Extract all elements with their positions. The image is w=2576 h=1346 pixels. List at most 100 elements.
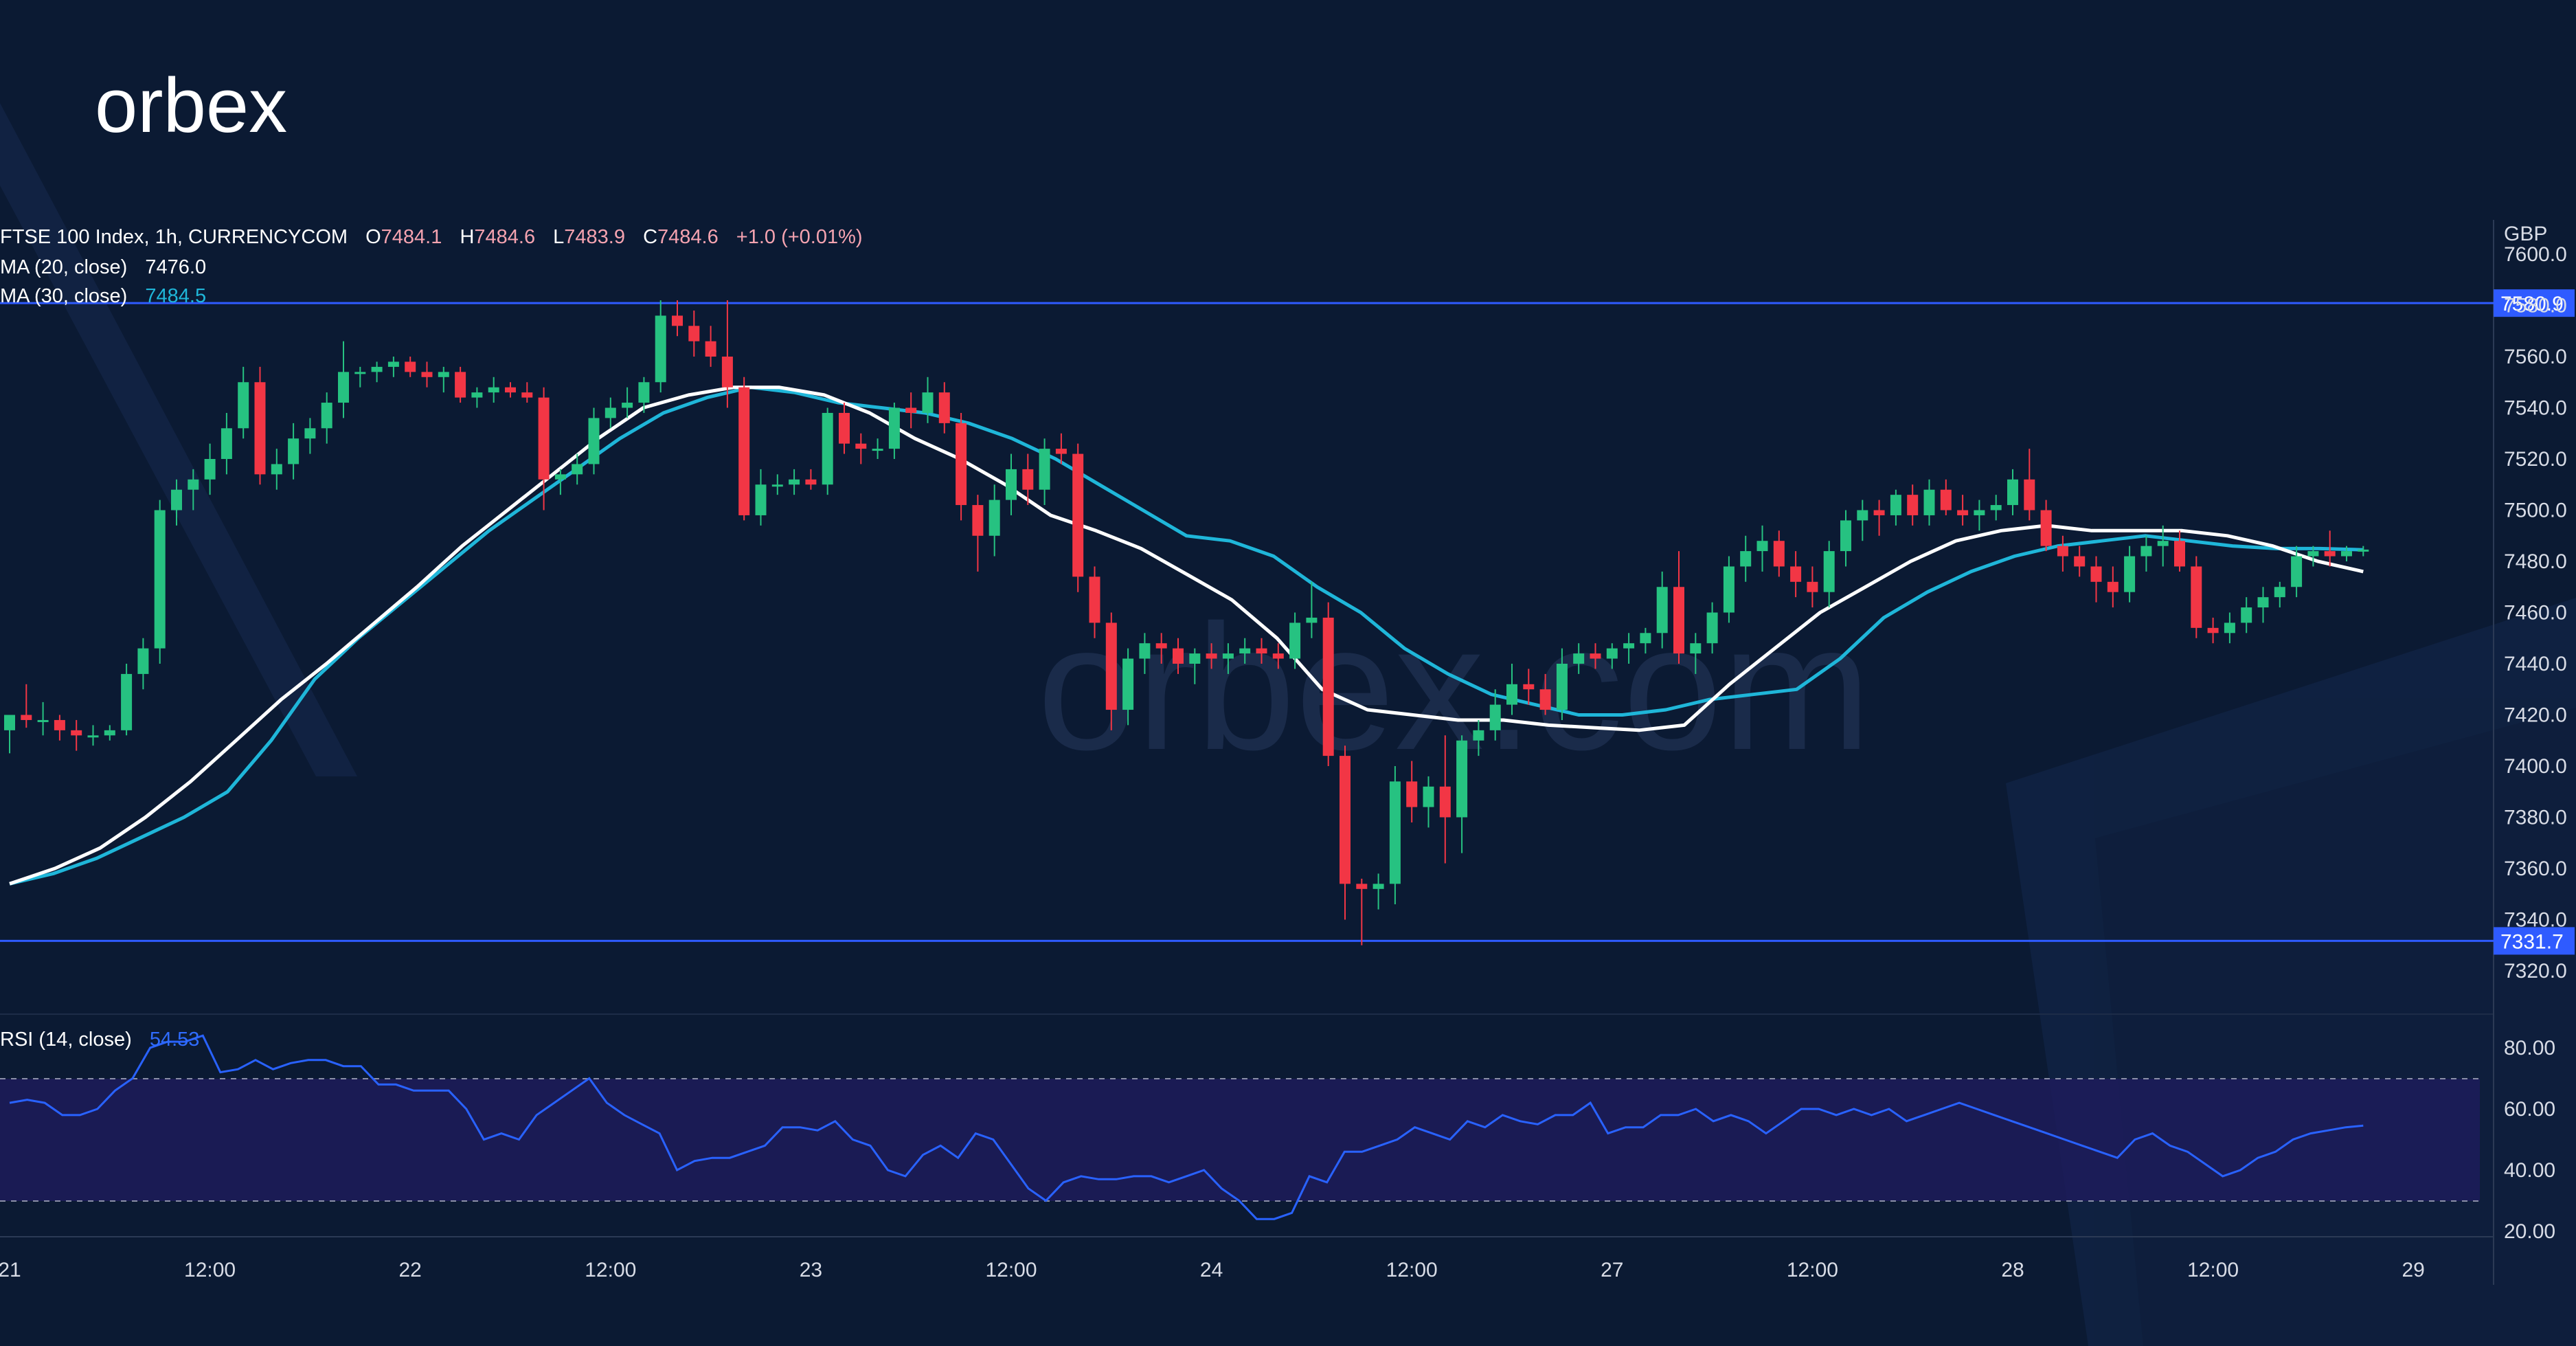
moving-averages-layer [9,385,2364,886]
candle [721,300,733,408]
candle-body [1990,505,2002,511]
candle-body [1473,730,1484,741]
candle [572,453,583,485]
legend-rsi-label: RSI (14, close) [0,1029,132,1051]
candle [655,300,666,393]
price-tick-label: 7560.0 [2504,346,2567,368]
candle-body [1456,740,1468,818]
candle [421,361,433,388]
candle [104,725,115,741]
price-tick-label: 7600.0 [2504,243,2567,266]
candle-body [1790,566,1802,582]
candle-body [1322,617,1334,756]
candle-body [1239,648,1251,654]
price-tick-label: 7400.0 [2504,755,2567,778]
candle-body [2224,622,2235,633]
candle-body [822,412,833,485]
candle-body [2241,607,2252,623]
candle-body [154,510,166,649]
price-tick-label: 7340.0 [2504,909,2567,932]
candle-body [1756,541,1768,552]
candle-body [672,315,683,326]
legend-rsi-value: 54.53 [150,1029,200,1051]
candle-body [2124,556,2136,592]
candle-body [1690,643,1702,654]
candle [1623,633,1635,664]
candle [2274,581,2285,608]
candle [387,357,399,377]
candle-body [1539,689,1551,710]
candle [2241,597,2252,633]
candle [1940,479,1952,515]
candle-body [1122,658,1134,710]
candle-body [1923,489,1935,515]
candle [1039,438,1050,506]
candle-body [421,372,433,377]
candle-body [1256,648,1267,654]
candle [638,377,650,413]
candle-body [755,484,767,515]
legend-symbol: FTSE 100 Index, 1h, CURRENCYCOM [0,226,348,248]
candle-body [87,735,99,738]
candle [2341,546,2352,561]
price-tick-label: 7420.0 [2504,704,2567,727]
candle-body [2140,546,2152,557]
candle-body [2207,627,2219,633]
legend-o-value: 7484.1 [381,226,442,248]
candle [288,423,300,480]
rsi-tick-label: 80.00 [2504,1037,2555,1059]
orbex-logo: orbex [95,63,287,148]
candle [1873,500,1885,536]
price-tick-label: 7440.0 [2504,653,2567,675]
candle-body [1139,643,1151,659]
candle [488,377,499,403]
candle [304,418,316,454]
candle [405,357,416,377]
ma20-line [9,385,2364,886]
candle [922,377,934,423]
candle [521,382,533,403]
time-tick-label: 27 [1601,1259,1623,1281]
time-tick-label: 12:00 [1386,1259,1438,1281]
candle-body [1773,541,1785,567]
candle [2057,535,2068,572]
candle-body [2341,551,2352,557]
candle-body [1673,587,1684,654]
price-tick-label: 7580.0 [2504,295,2567,317]
candle-body [839,412,850,444]
candle-body [789,479,800,485]
candle [2257,587,2269,623]
candle [1539,673,1551,715]
candle-body [21,715,32,720]
candle-body [2090,566,2102,582]
candle-body [538,397,550,480]
candle-body [1423,786,1434,807]
candle-body [1640,633,1651,644]
candle [2124,546,2136,603]
candle [354,366,366,388]
rsi-tick-label: 40.00 [2504,1159,2555,1182]
candle-body [972,505,984,536]
candle [121,664,133,736]
candle [1473,719,1484,756]
price-tick-label: 7380.0 [2504,807,2567,829]
candle-body [1439,786,1451,818]
time-tick-label: 21 [0,1259,21,1281]
chart-legend: FTSE 100 Index, 1h, CURRENCYCOM O7484.1 … [0,226,863,1051]
candle [805,469,817,490]
candle-body [1907,495,1919,515]
candle [1222,643,1234,674]
candle [1155,633,1167,664]
candle [1239,638,1251,664]
candle [1823,541,1835,608]
candle-body [771,484,783,487]
legend-ma30: MA (30, close) 7484.5 [0,285,206,307]
candle-body [2274,587,2285,598]
candle [238,366,249,439]
candle-body [1272,653,1284,659]
candle-body [121,673,133,730]
candle [622,387,633,418]
candle-body [1807,581,1818,592]
candle [1340,745,1351,920]
